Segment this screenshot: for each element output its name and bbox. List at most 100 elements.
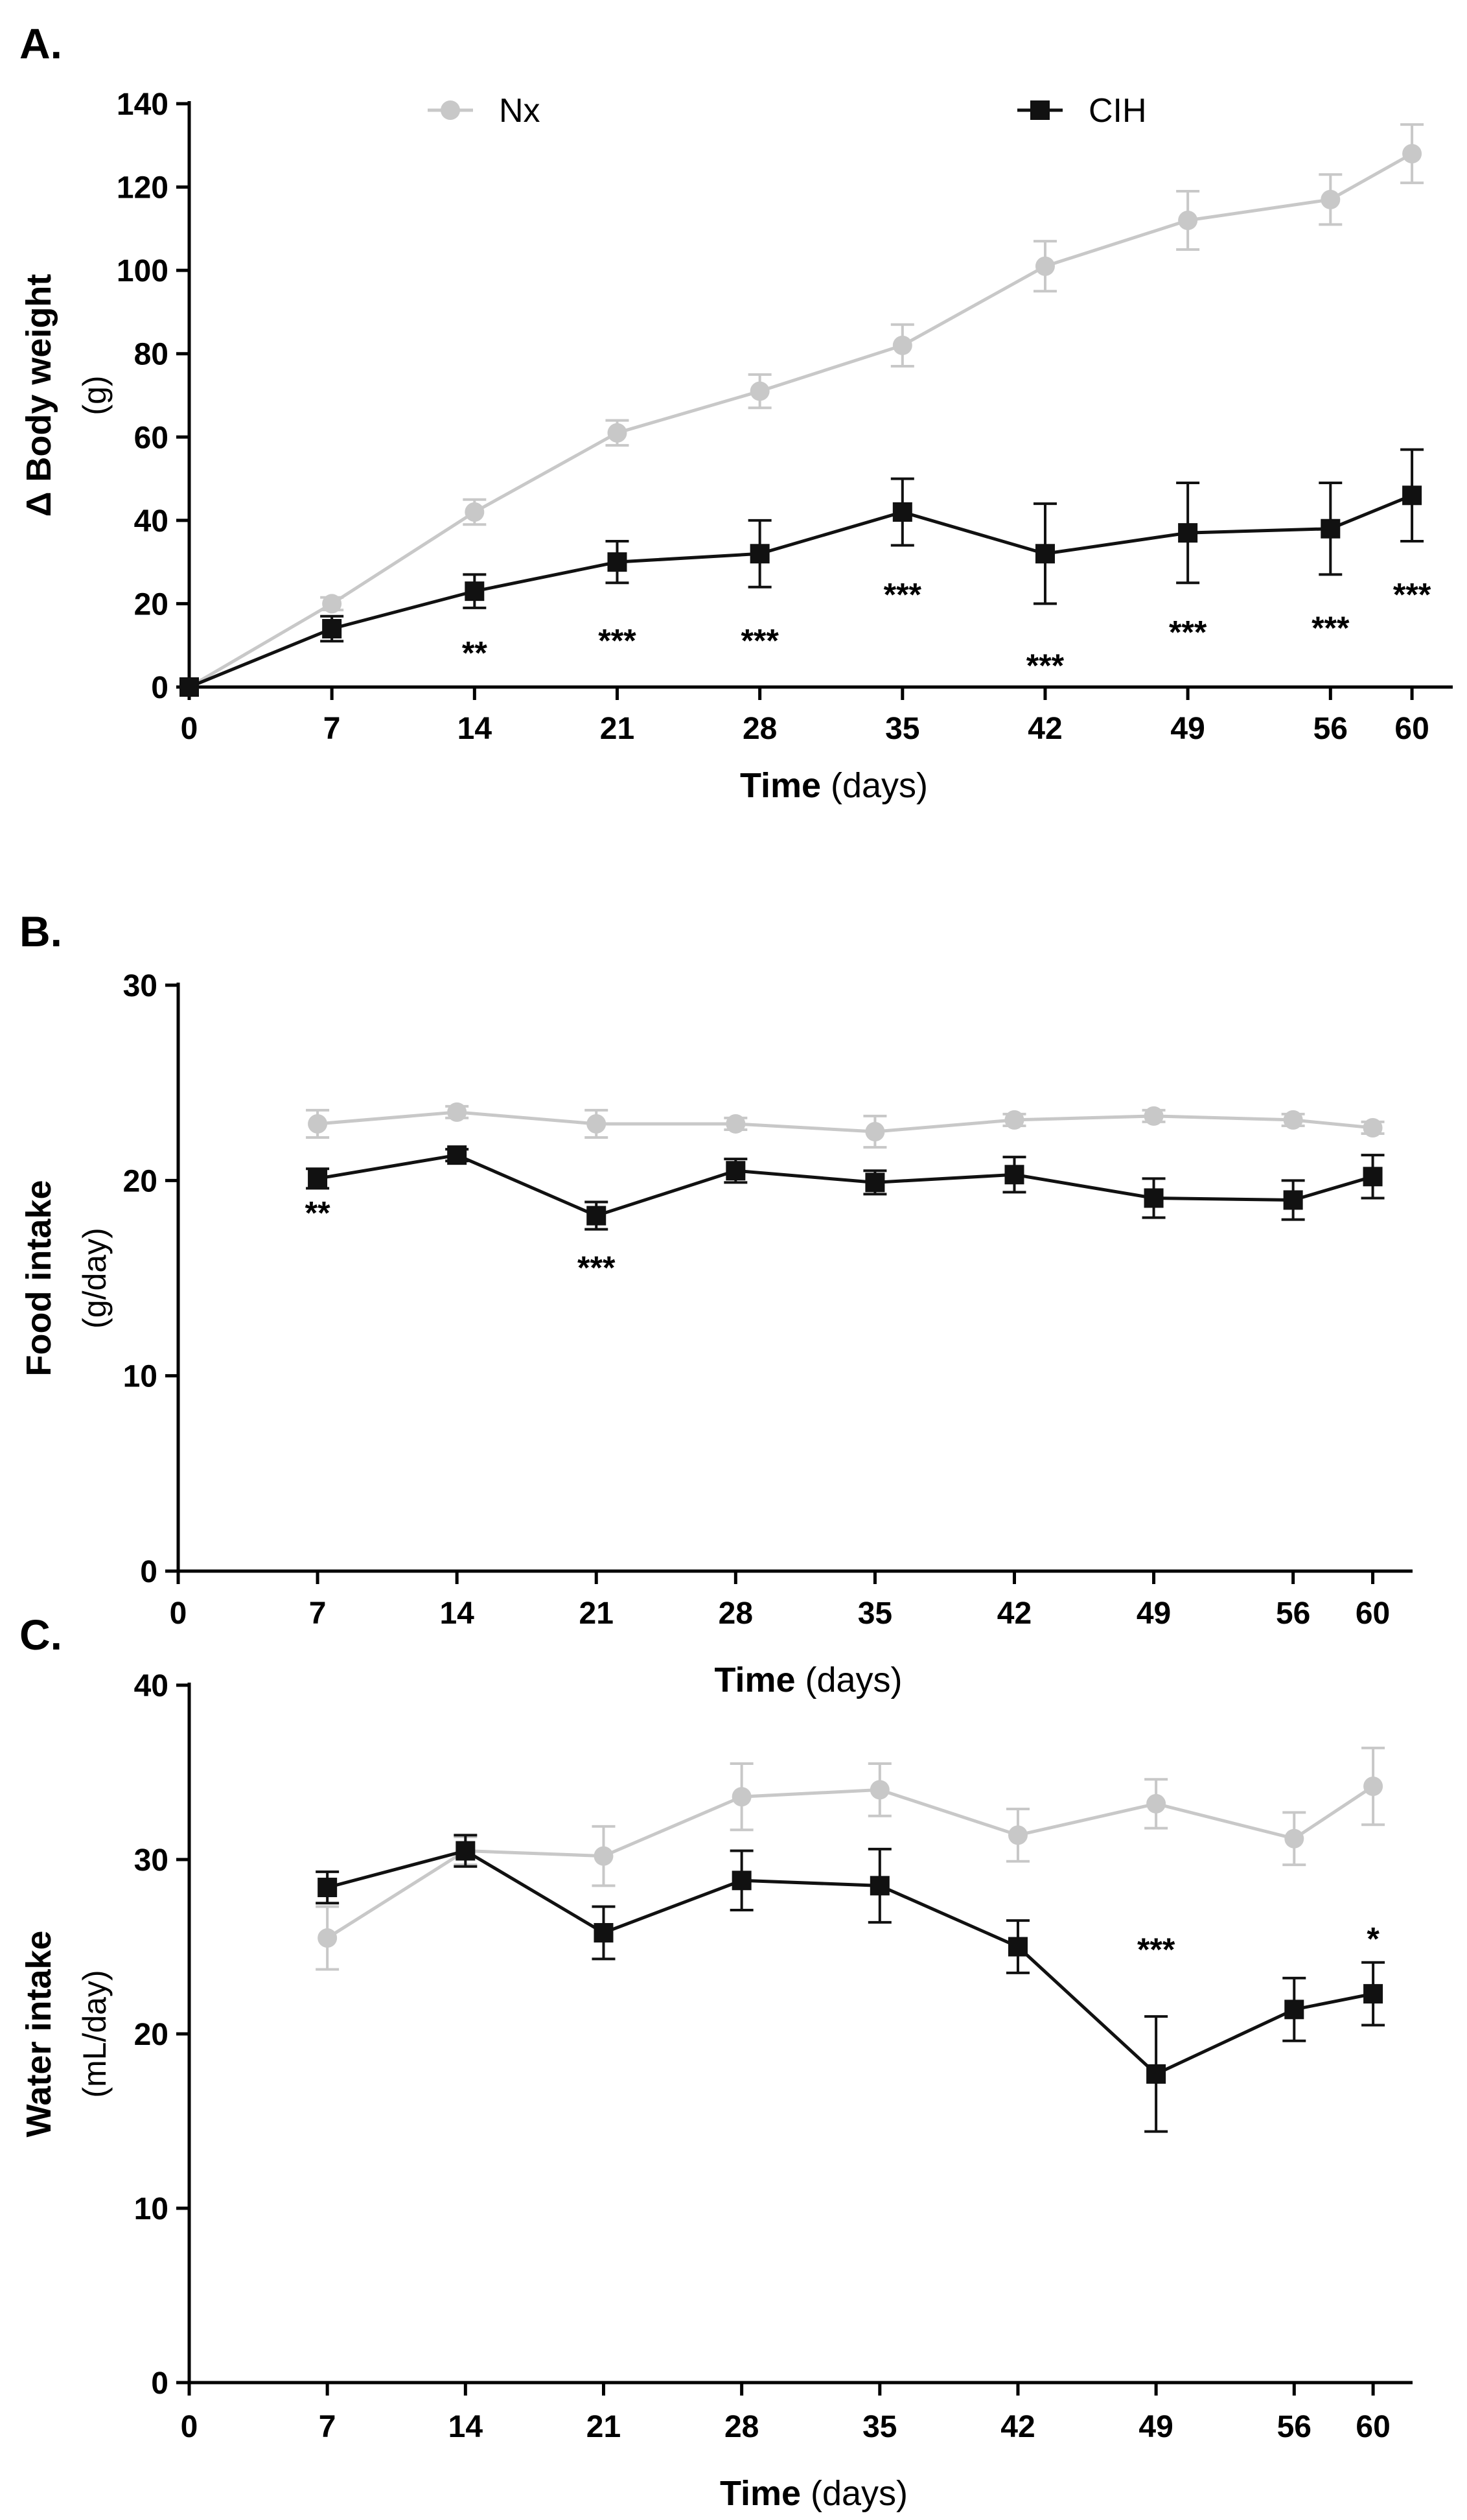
x-axis-label-bold: Time (720, 2474, 801, 2513)
data-point (1144, 1106, 1164, 1126)
significance-label: *** (598, 622, 636, 659)
x-tick-label: 60 (1356, 2410, 1390, 2444)
x-tick-label: 21 (600, 712, 634, 746)
legend-entry-cih: CIH (1017, 92, 1147, 130)
x-tick-label: 0 (181, 2410, 198, 2444)
data-point (322, 619, 342, 638)
x-tick-label: 49 (1138, 2410, 1173, 2444)
y-tick-label: 20 (123, 1164, 157, 1198)
legend-marker (1030, 100, 1050, 120)
legend-label: CIH (1089, 92, 1147, 130)
data-point (1146, 2064, 1166, 2084)
data-point (750, 544, 770, 564)
data-point (1283, 1190, 1303, 1210)
x-tick-label: 35 (885, 712, 919, 746)
data-point (1402, 144, 1422, 164)
data-point (1004, 1110, 1024, 1130)
y-axis-label: Water intake (19, 1930, 58, 2137)
data-point (1402, 485, 1422, 506)
y-tick-label: 0 (151, 2366, 168, 2401)
data-point (465, 581, 485, 601)
y-tick-label: 0 (151, 671, 168, 705)
x-tick-label: 56 (1277, 2410, 1311, 2444)
series-line (189, 493, 1413, 689)
x-tick-label: 35 (858, 1596, 892, 1631)
x-axis-label-unit: (days) (801, 2474, 908, 2513)
data-point (594, 1846, 614, 1866)
y-tick-label: 30 (134, 1843, 168, 1878)
x-axis-label-unit: (days) (796, 1661, 903, 1699)
y-axis-unit-label: (g) (76, 375, 113, 415)
x-tick-label: 21 (586, 2410, 621, 2444)
data-point (1363, 1777, 1383, 1797)
significance-label: *** (1311, 610, 1350, 646)
data-point (465, 502, 485, 522)
chart-panel-1: A. 0 20 40 60 80 100 120 140 0 7 14 21 28 35 42 49 56 60 Ti… (19, 19, 1453, 805)
data-point (1008, 1937, 1028, 1957)
significance-label: *** (1137, 1931, 1175, 1968)
data-point (726, 1114, 746, 1134)
data-point (726, 1161, 746, 1181)
y-axis-unit-label: (mL/day) (76, 1970, 113, 2097)
y-tick-label: 120 (117, 171, 168, 205)
legend-label: Nx (499, 92, 540, 130)
data-point (1035, 544, 1055, 564)
panel-label: A. (19, 19, 62, 67)
data-point (1284, 2000, 1304, 2020)
x-axis-label: Time (days) (720, 2474, 908, 2513)
significance-label: ** (462, 635, 487, 671)
data-point (447, 1102, 467, 1122)
legend-entry-nx: Nx (428, 92, 540, 130)
y-tick-label: 20 (134, 2018, 168, 2052)
data-point (586, 1206, 606, 1226)
significance-label: *** (1169, 614, 1207, 650)
data-point (1144, 1188, 1164, 1208)
legend-marker (441, 100, 460, 120)
y-tick-label: 20 (134, 587, 168, 622)
series-line (317, 1110, 1373, 1134)
data-point (892, 335, 912, 355)
data-point (607, 552, 627, 572)
x-tick-label: 0 (181, 712, 198, 746)
significance-label: ** (305, 1195, 330, 1231)
y-tick-label: 40 (134, 504, 168, 539)
series-line (317, 1153, 1374, 1218)
data-point (1178, 211, 1198, 230)
chart-panel-2: B. 0 10 20 30 0 7 14 21 28 35 42 49 56 60 Time (days) Fo… (19, 907, 1413, 1699)
series-line (327, 1849, 1374, 2076)
x-tick-label: 42 (1028, 712, 1062, 746)
data-point (594, 1922, 614, 1942)
x-axis-label-unit: (days) (821, 766, 928, 805)
data-point (865, 1122, 885, 1141)
data-point (318, 1878, 338, 1898)
x-tick-label: 35 (862, 2410, 897, 2444)
x-tick-label: 56 (1313, 712, 1348, 746)
significance-label: *** (884, 577, 922, 613)
x-tick-label: 21 (579, 1596, 614, 1631)
data-point (870, 1780, 890, 1800)
x-axis-label: Time (days) (740, 766, 928, 805)
data-point (1363, 1167, 1383, 1187)
data-point (750, 381, 770, 401)
series-cih (179, 448, 1424, 697)
y-axis-unit-label: (g/day) (76, 1228, 113, 1329)
series-cih (306, 1145, 1385, 1231)
x-tick-label: 7 (323, 712, 341, 746)
series-nx (179, 123, 1424, 697)
data-point (447, 1145, 467, 1165)
data-point (1004, 1165, 1024, 1185)
data-point (732, 1787, 752, 1807)
data-point (607, 423, 627, 443)
data-point (179, 677, 199, 697)
x-tick-label: 49 (1170, 712, 1205, 746)
series-nx (316, 1746, 1385, 1971)
x-axis-label: Time (days) (714, 1661, 902, 1699)
data-point (1284, 1828, 1304, 1849)
x-tick-label: 0 (170, 1596, 187, 1631)
data-point (318, 1928, 338, 1948)
y-axis-label: Food intake (19, 1180, 58, 1376)
y-tick-label: 10 (123, 1360, 157, 1394)
x-tick-label: 7 (319, 2410, 336, 2444)
x-tick-label: 28 (743, 712, 777, 746)
